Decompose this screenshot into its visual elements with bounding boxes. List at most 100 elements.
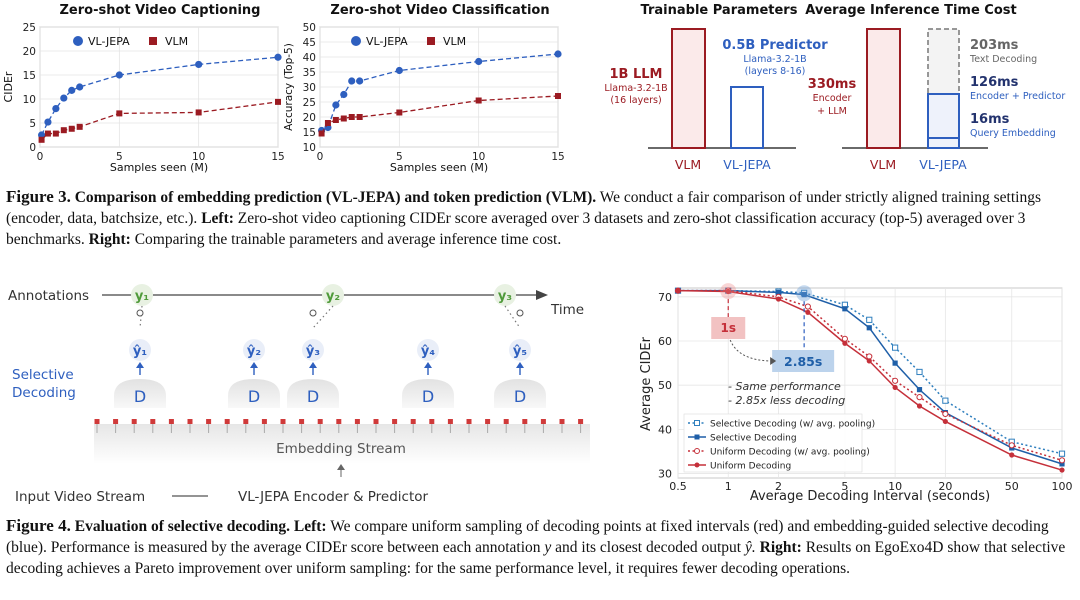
classification-point-vljepa bbox=[332, 101, 340, 109]
params-vlm-label: 1B LLM bbox=[610, 67, 663, 82]
cider-legend-box bbox=[683, 413, 863, 473]
params-vlm-sub1: Llama-3.2-1B bbox=[604, 83, 667, 94]
cider-point-uniform-pooling bbox=[1008, 442, 1015, 449]
captioning-point-vlm bbox=[116, 110, 123, 117]
params-jepa-label: 0.5B Predictor bbox=[722, 38, 828, 53]
captioning-xlabel: Samples seen (M) bbox=[110, 161, 208, 174]
params-bar-vlm bbox=[671, 28, 706, 149]
legend-label-vlm: VLM bbox=[443, 35, 466, 48]
embedding-dot bbox=[578, 419, 584, 424]
figure4-caption-right: Right: bbox=[755, 539, 802, 556]
embedding-dot bbox=[540, 419, 546, 424]
embedding-dot bbox=[410, 419, 416, 424]
params-jepa-sub2: (layers 8-16) bbox=[745, 66, 806, 77]
cider-legend-label: Uniform Decoding (w/ avg. pooling) bbox=[710, 448, 870, 458]
svg-text:y₂: y₂ bbox=[326, 289, 340, 304]
time-t3-label: Query Embedding bbox=[970, 128, 1056, 139]
params-jepa-sub1: Llama-3.2-1B bbox=[743, 54, 806, 65]
classification-point-vljepa bbox=[554, 50, 562, 58]
params-bar-vljepa bbox=[730, 86, 764, 149]
embedding-dot bbox=[429, 419, 435, 424]
classification-point-vlm bbox=[348, 114, 355, 120]
figure3-caption-left: Left: bbox=[197, 210, 234, 227]
marker-connector bbox=[729, 339, 771, 362]
decoded-output-4: ŷ₄ bbox=[417, 339, 439, 361]
cider-point-uniform-pooling bbox=[916, 394, 923, 401]
time-title: Average Inference Time Cost bbox=[805, 3, 1016, 18]
embedding-dot bbox=[559, 419, 565, 424]
cider-point-selective-pooling bbox=[942, 397, 949, 404]
time-bar-encoder-predictor bbox=[927, 93, 960, 139]
decoded-output-2: ŷ₂ bbox=[243, 339, 265, 361]
figure4-caption-yhat: ŷ. bbox=[745, 539, 756, 556]
captioning-xtick-label: 10 bbox=[192, 151, 205, 163]
cider-xtick-label: 10 bbox=[888, 480, 902, 493]
embedding-dot bbox=[94, 419, 100, 424]
captioning-point-vlm bbox=[76, 123, 83, 130]
classification-point-vljepa bbox=[340, 90, 348, 99]
cider-point-selective bbox=[916, 387, 923, 393]
cider-ytick-label: 50 bbox=[658, 379, 672, 392]
marker-285s-label: 2.85s bbox=[784, 354, 822, 369]
captioning-point-vlm bbox=[60, 127, 67, 134]
captioning-xtick-label: 5 bbox=[116, 151, 123, 163]
cider-point-uniform-pooling bbox=[942, 410, 949, 418]
connector-dots bbox=[136, 309, 524, 317]
captioning-point-vlm bbox=[44, 130, 51, 137]
svg-text:ŷ₄: ŷ₄ bbox=[421, 344, 435, 359]
figure4-caption-bold: Evaluation of selective decoding. bbox=[74, 518, 291, 535]
cider-xtick-label: 50 bbox=[1005, 480, 1019, 493]
svg-text:D: D bbox=[514, 387, 526, 406]
classification-point-vljepa bbox=[348, 77, 356, 85]
time-t2-value: 126ms bbox=[970, 75, 1019, 90]
decoder-5: D bbox=[494, 379, 546, 408]
captioning-title: Zero-shot Video Captioning bbox=[59, 3, 260, 18]
classification-point-vlm bbox=[324, 120, 331, 126]
time-t3-value: 16ms bbox=[970, 112, 1010, 127]
captioning-legend: VL-JEPA VLM bbox=[73, 35, 188, 48]
decoded-output-3: ŷ₃ bbox=[302, 339, 324, 361]
captioning-ytick-label: 20 bbox=[23, 46, 36, 58]
embedding-dot bbox=[187, 419, 193, 424]
cider-xlabel: Average Decoding Interval (seconds) bbox=[750, 489, 990, 504]
classification-ylabel: Accuracy (Top-5) bbox=[283, 43, 295, 131]
figure3-caption-bold: Comparison of embedding prediction (VL-J… bbox=[74, 189, 597, 206]
cider-ytick-label: 30 bbox=[658, 468, 672, 481]
time-vlm-sub2: + LLM bbox=[817, 106, 847, 117]
decoder-1: D bbox=[114, 379, 166, 408]
captioning-chart: Zero-shot Video Captioning 0 5 10 15 20 25 0 5 1… bbox=[2, 3, 285, 174]
classification-chart: Zero-shot Video Classification 10 15 20 25 3… bbox=[283, 3, 565, 174]
classification-ytick-label: 25 bbox=[303, 97, 316, 109]
cider-legend-marker-selective-pooling bbox=[694, 420, 700, 426]
annotation-connectors bbox=[139, 305, 521, 329]
captioning-point-vljepa bbox=[76, 83, 84, 91]
cider-line-selective-pooling bbox=[678, 289, 1063, 455]
cider-point-selective bbox=[1059, 461, 1065, 467]
figure4-caption-y: y bbox=[544, 539, 552, 556]
captioning-point-vlm bbox=[52, 130, 59, 137]
cider-xtick-label: 2 bbox=[775, 480, 782, 493]
figure3-caption-right: Right: bbox=[84, 231, 131, 248]
time-t1-label: Text Decoding bbox=[969, 54, 1037, 65]
classification-point-vlm bbox=[340, 115, 347, 122]
captioning-point-vlm bbox=[68, 125, 75, 132]
decoder-arrows bbox=[136, 362, 524, 375]
svg-text:D: D bbox=[248, 387, 260, 406]
embedding-dots bbox=[94, 419, 584, 433]
cider-point-uniform bbox=[892, 384, 898, 391]
embedding-dot bbox=[447, 419, 453, 424]
params-vlm-sub2: (16 layers) bbox=[610, 95, 661, 106]
marker-1s-box bbox=[711, 317, 746, 339]
cider-point-uniform bbox=[775, 296, 782, 302]
captioning-point-vlm bbox=[275, 98, 281, 105]
legend-label-vljepa: VL-JEPA bbox=[88, 35, 130, 48]
cider-point-selective bbox=[892, 360, 898, 366]
captioning-point-vljepa bbox=[195, 60, 203, 69]
highlight-285s-circle bbox=[796, 285, 813, 302]
cider-ylabel: Average CIDEr bbox=[639, 336, 654, 431]
classification-ytick-label: 40 bbox=[303, 52, 316, 64]
figure4-caption-text3: Results on EgoExo4D show that selective … bbox=[6, 539, 1066, 577]
svg-text:D: D bbox=[134, 387, 146, 406]
decoder-4: D bbox=[402, 379, 454, 408]
